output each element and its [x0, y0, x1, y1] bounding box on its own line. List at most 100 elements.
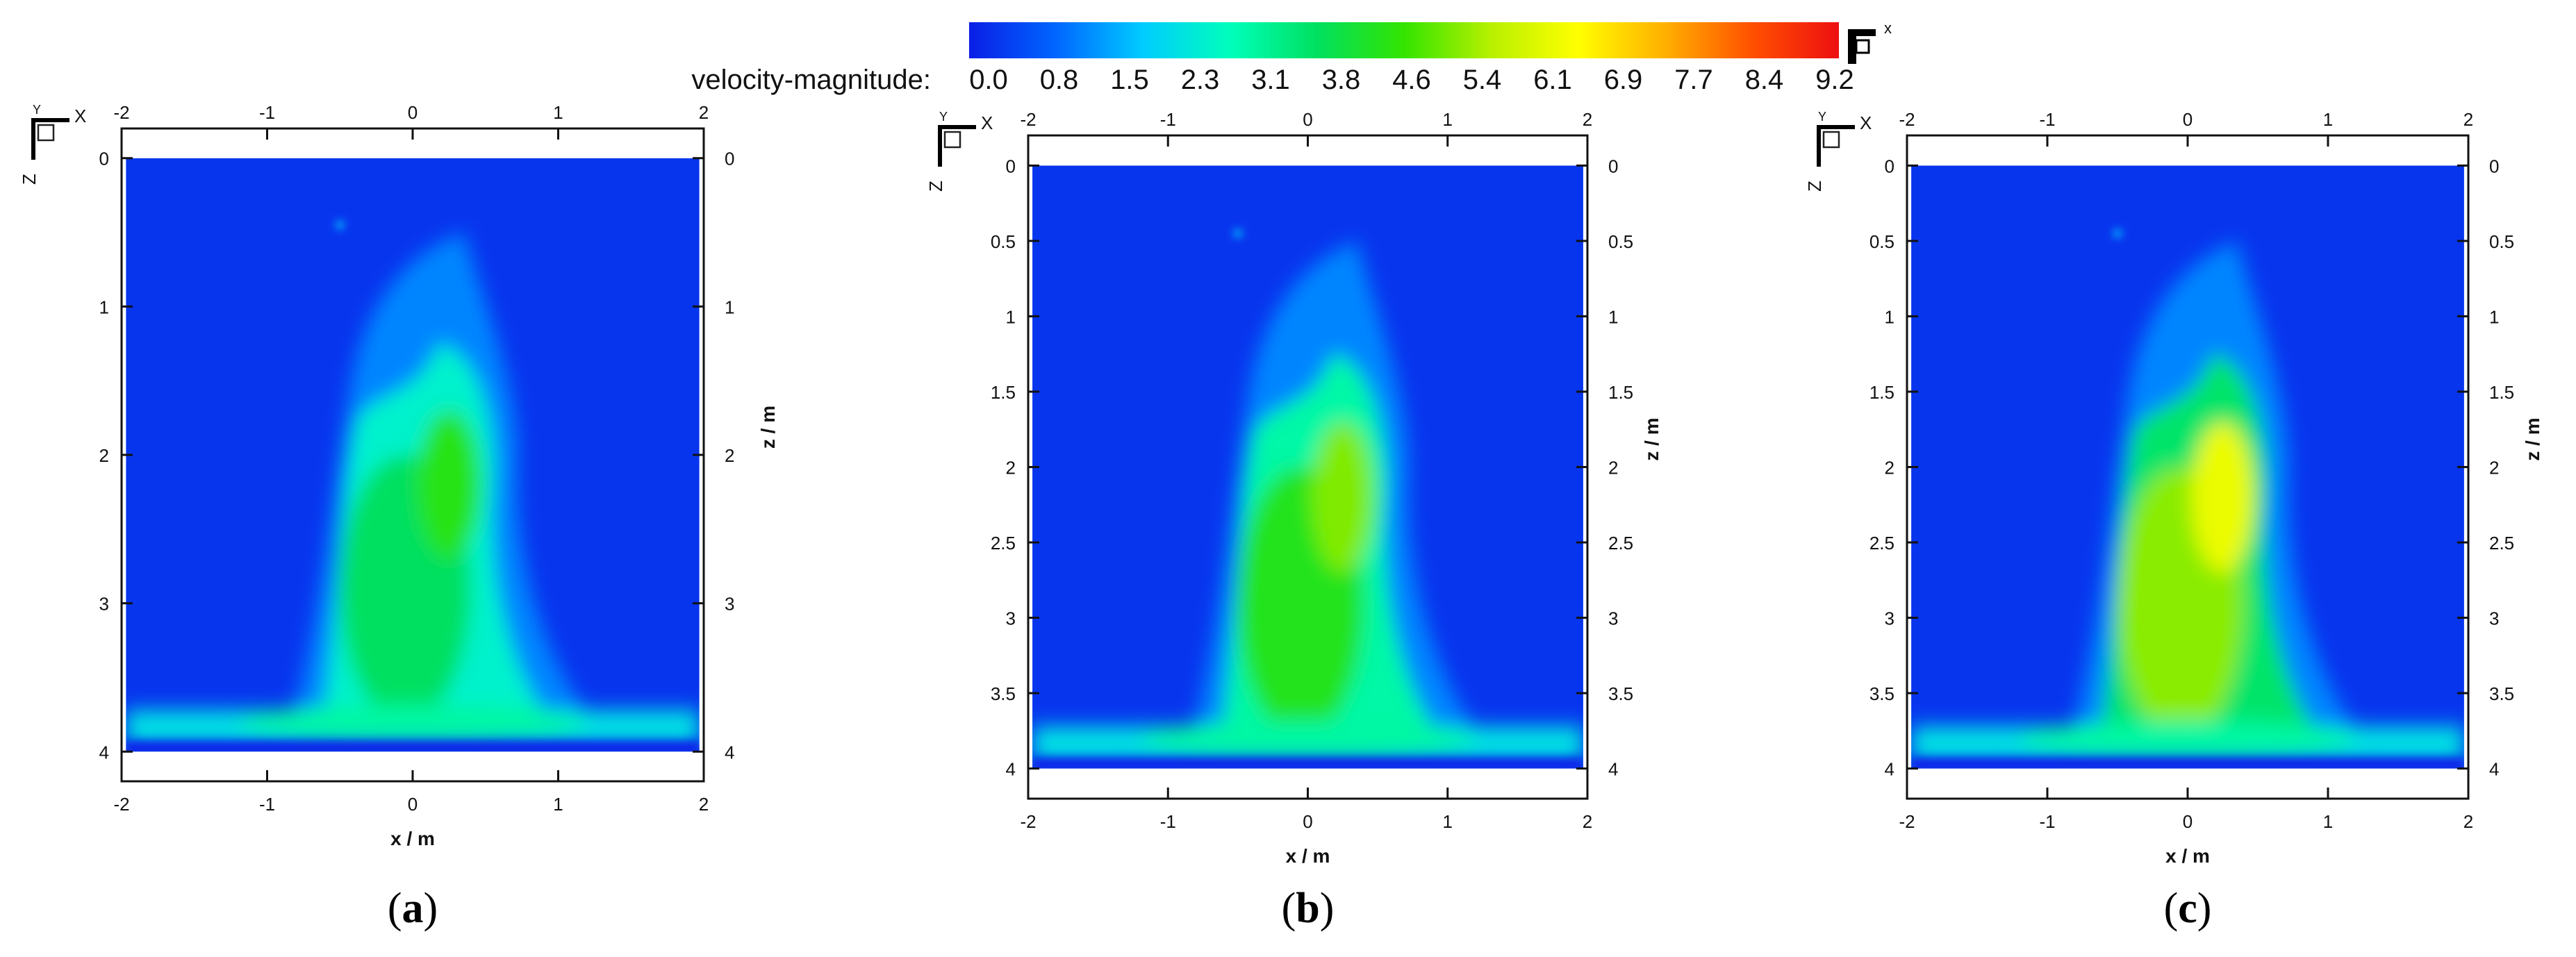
- colorbar-tick-label: 8.4: [1745, 65, 1784, 95]
- axis-icon-z-label: Z: [925, 181, 946, 192]
- z-tick-label: 4: [1006, 759, 1016, 780]
- x-tick-label: -1: [1160, 811, 1176, 832]
- x-tick-label-top: 2: [699, 102, 709, 123]
- colorbar-axis-icon: x: [1848, 19, 1892, 64]
- axis-orientation-icon: X Y Z: [1804, 110, 1872, 192]
- x-tick-label: -2: [1020, 811, 1036, 832]
- x-tick-label: -2: [1899, 811, 1915, 832]
- x-tick-label-top: -2: [1899, 109, 1915, 130]
- x-tick-label: 1: [1443, 811, 1453, 832]
- z-tick-label: 1.5: [991, 382, 1016, 403]
- velocity-field: [1032, 165, 1583, 769]
- caption-letter: b: [1296, 885, 1319, 932]
- x-tick-label: 0: [2183, 811, 2193, 832]
- z-tick-label: 0: [1006, 156, 1016, 176]
- z-tick-label: 1: [99, 297, 109, 317]
- z-tick-label-right: 3: [1608, 608, 1618, 629]
- z-tick-label: 0: [99, 149, 109, 169]
- x-tick-label-top: -1: [2039, 109, 2055, 130]
- x-tick-label-top: 1: [553, 102, 563, 123]
- z-tick-label-right: 2.5: [2489, 533, 2514, 554]
- x-axis-label: x / m: [1286, 845, 1330, 867]
- z-tick-label-right: 0: [725, 149, 734, 169]
- velocity-field: [1911, 165, 2464, 769]
- z-tick-label: 1: [1885, 306, 1894, 327]
- z-tick-label: 2: [1885, 458, 1894, 479]
- z-tick-label: 3.5: [991, 683, 1016, 704]
- z-tick-label-right: 0.5: [1608, 231, 1633, 252]
- colorbar-tick-label: 2.3: [1181, 65, 1220, 95]
- heatmap-panel-c: -2 -2 -1 -1 0 0 1 1 2 2 0 0 0.5 0.5 1 1 1.5 1.5 2 2 2.5 2.5 3 3…: [1804, 109, 2543, 932]
- z-tick-label: 4: [1885, 759, 1894, 780]
- z-axis-label: z / m: [1641, 417, 1662, 460]
- caption-open: (: [2164, 885, 2179, 932]
- velocity-field: [126, 158, 700, 752]
- z-tick-label: 0: [1885, 156, 1894, 176]
- z-tick-label: 2: [99, 445, 109, 466]
- x-tick-label: 1: [553, 794, 563, 815]
- z-tick-label-right: 3: [725, 594, 734, 615]
- z-tick-label-right: 2.5: [1608, 533, 1633, 554]
- axis-icon-x-label: X: [74, 106, 86, 126]
- colorbar-tick-label: 9.2: [1815, 65, 1854, 95]
- z-tick-label: 1: [1006, 306, 1016, 327]
- x-tick-label: -2: [113, 794, 129, 815]
- axis-orientation-icon: X Y Z: [19, 103, 86, 185]
- heatmap-panel-a: -2 -2 -1 -1 0 0 1 1 2 2 0 0 1 1 2 2 3 3 4 4 x / m z / m X Y Z (a): [19, 102, 779, 932]
- axis-icon-z-label: Z: [19, 174, 40, 185]
- x-axis-label: x / m: [390, 828, 435, 849]
- colorbar-tick-label: 6.1: [1533, 65, 1572, 95]
- axis-icon-y-label: Y: [33, 103, 41, 117]
- z-tick-label-right: 4: [1608, 759, 1618, 780]
- colorbar-label: velocity-magnitude:: [691, 65, 931, 95]
- z-tick-label-right: 4: [725, 742, 734, 763]
- z-tick-label: 0.5: [991, 231, 1016, 252]
- z-tick-label-right: 2: [2489, 458, 2499, 479]
- z-tick-label-right: 0: [1608, 156, 1618, 176]
- z-tick-label-right: 1: [1608, 306, 1618, 327]
- colorbar-tick-label: 5.4: [1463, 65, 1502, 95]
- axis-icon-x-label: X: [1860, 113, 1872, 133]
- x-tick-label-top: 0: [2183, 109, 2193, 130]
- z-tick-label-right: 2: [1608, 458, 1618, 479]
- x-tick-label-top: 0: [1303, 109, 1312, 130]
- panel-caption: (c): [2164, 885, 2212, 932]
- z-tick-label-right: 2: [725, 445, 734, 466]
- caption-letter: c: [2178, 885, 2197, 932]
- z-axis-label: z / m: [757, 406, 779, 449]
- colorbar-tick-label: 4.6: [1392, 65, 1431, 95]
- x-tick-label-top: -2: [1020, 109, 1036, 130]
- z-tick-label-right: 3.5: [1608, 683, 1633, 704]
- x-tick-label: 2: [1583, 811, 1592, 832]
- z-tick-label: 2.5: [1869, 533, 1894, 554]
- caption-open: (: [1282, 885, 1296, 932]
- caption-open: (: [388, 885, 402, 932]
- x-tick-label-top: 0: [408, 102, 418, 123]
- colorbar-tick-label: 3.8: [1322, 65, 1361, 95]
- x-tick-label: -1: [259, 794, 275, 815]
- z-tick-label-right: 1: [2489, 306, 2499, 327]
- axis-orientation-icon: X Y Z: [925, 110, 993, 192]
- colorbar-gradient: [969, 22, 1839, 58]
- colorbar-tick-label: 0.8: [1040, 65, 1079, 95]
- x-tick-label: 2: [2463, 811, 2473, 832]
- z-tick-label-right: 1.5: [1608, 382, 1633, 403]
- z-tick-label: 3.5: [1869, 683, 1894, 704]
- colorbar-axis-icon-label: x: [1884, 19, 1892, 37]
- x-tick-label-top: 1: [2323, 109, 2333, 130]
- x-tick-label-top: -1: [259, 102, 275, 123]
- colorbar-tick-label: 0.0: [969, 65, 1008, 95]
- heatmap-panel-b: -2 -2 -1 -1 0 0 1 1 2 2 0 0 0.5 0.5 1 1 1.5 1.5 2 2 2.5 2.5 3 3…: [925, 109, 1662, 932]
- x-tick-label-top: 2: [2463, 109, 2473, 130]
- x-tick-label-top: -1: [1160, 109, 1176, 130]
- x-tick-label: 0: [1303, 811, 1312, 832]
- x-tick-label: -1: [2039, 811, 2055, 832]
- z-tick-label-right: 3.5: [2489, 683, 2514, 704]
- z-axis-label: z / m: [2522, 417, 2543, 460]
- z-tick-label: 2: [1006, 458, 1016, 479]
- panel-caption: (b): [1282, 885, 1335, 932]
- axis-icon-x-label: X: [981, 113, 993, 133]
- colorbar-tick-labels: 0.0 0.8 1.5 2.3 3.1 3.8 4.6 5.4 6.1 6.9 7.7 8.4 9.2: [969, 65, 1854, 95]
